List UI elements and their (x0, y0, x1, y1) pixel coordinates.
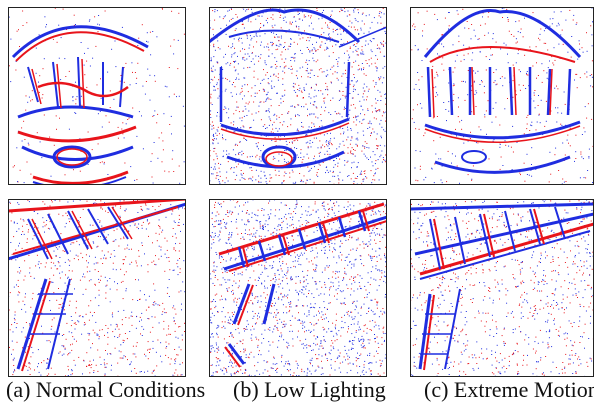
carousel-extreme-motion-drawing (411, 7, 594, 185)
caption-low-lighting: (b) Low Lighting (233, 377, 386, 402)
carousel-low-light-drawing (209, 7, 387, 185)
event-frame-low-light-staircase (209, 199, 387, 377)
event-frame-extreme-motion-carousel (410, 7, 594, 185)
staircase-low-light-drawing (209, 199, 387, 377)
event-frame-normal-staircase (8, 199, 186, 377)
carousel-normal-drawing (8, 7, 186, 185)
staircase-extreme-motion-drawing (410, 199, 594, 377)
event-frame-normal-carousel (8, 7, 186, 185)
caption-normal-conditions: (a) Normal Conditions (6, 377, 206, 402)
staircase-normal-drawing (8, 199, 186, 377)
event-frame-low-light-carousel (209, 7, 387, 185)
caption-extreme-motion: (c) Extreme Motion (424, 377, 594, 402)
event-frame-extreme-motion-staircase (410, 199, 594, 377)
